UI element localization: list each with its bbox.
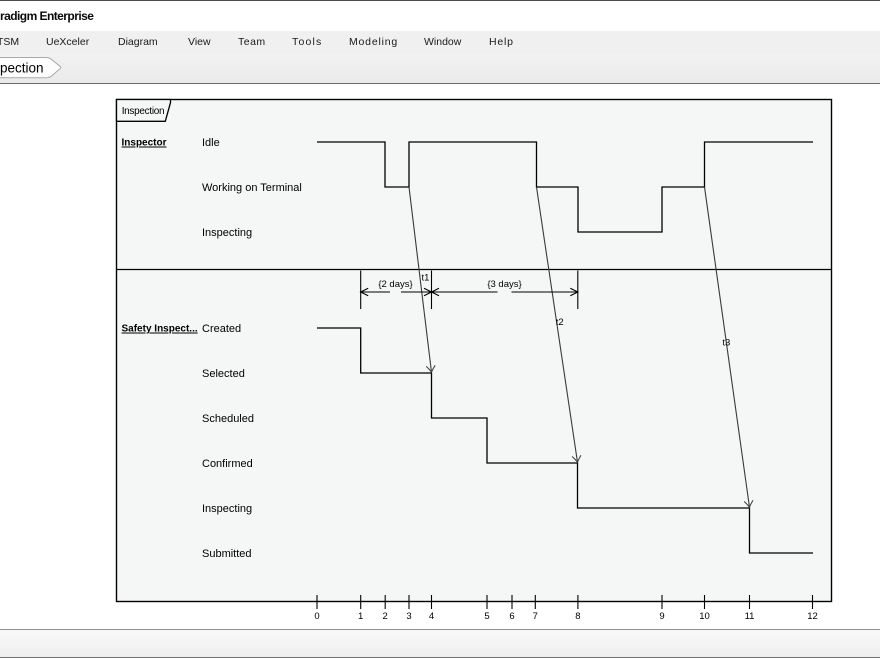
svg-text:Safety Inspect...: Safety Inspect... <box>122 324 198 335</box>
svg-text:4: 4 <box>429 611 434 622</box>
svg-text:t1: t1 <box>422 273 430 284</box>
svg-text:t3: t3 <box>722 338 730 349</box>
svg-text:12: 12 <box>807 611 818 622</box>
svg-text:Working on Terminal: Working on Terminal <box>202 182 302 194</box>
svg-text:Confirmed: Confirmed <box>202 458 253 470</box>
svg-text:Scheduled: Scheduled <box>202 413 254 425</box>
svg-text:11: 11 <box>745 611 755 622</box>
svg-text:Submitted: Submitted <box>202 548 252 560</box>
svg-text:9: 9 <box>659 611 664 622</box>
svg-text:{3 days}: {3 days} <box>487 279 521 290</box>
svg-text:7: 7 <box>533 611 538 622</box>
svg-text:2: 2 <box>383 611 388 622</box>
svg-text:Created: Created <box>202 323 241 335</box>
svg-text:Selected: Selected <box>202 368 245 380</box>
svg-text:3: 3 <box>406 611 411 622</box>
svg-text:8: 8 <box>575 611 580 622</box>
svg-text:Idle: Idle <box>202 137 220 149</box>
svg-text:5: 5 <box>484 611 489 622</box>
svg-text:t2: t2 <box>556 317 564 328</box>
svg-text:Inspecting: Inspecting <box>202 227 252 239</box>
svg-text:Inspection: Inspection <box>122 106 165 117</box>
svg-text:Inspecting: Inspecting <box>202 503 252 515</box>
svg-text:{2 days}: {2 days} <box>378 279 412 290</box>
svg-text:6: 6 <box>509 611 514 622</box>
svg-text:10: 10 <box>699 611 710 622</box>
svg-text:pection: pection <box>0 61 44 76</box>
svg-text:1: 1 <box>358 611 363 622</box>
svg-text:Inspector: Inspector <box>122 138 167 149</box>
svg-text:0: 0 <box>314 611 319 622</box>
